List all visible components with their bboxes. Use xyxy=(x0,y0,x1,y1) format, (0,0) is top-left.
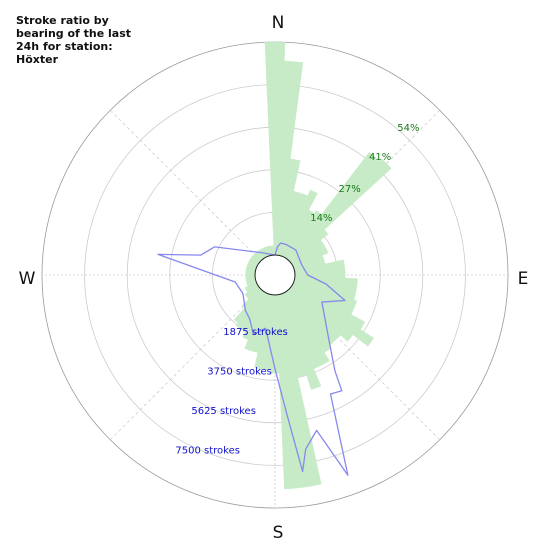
stroke-count-polyline xyxy=(157,242,349,476)
compass-label-south: S xyxy=(273,523,284,543)
chart-title: Stroke ratio by bearing of the last 24h … xyxy=(16,14,132,66)
count-tick-label: 5625 strokes xyxy=(191,406,256,417)
compass-label-north: N xyxy=(272,13,285,33)
count-tick-label: 3750 strokes xyxy=(207,367,272,378)
stroke-count-line xyxy=(157,242,349,476)
grid-spoke xyxy=(109,109,262,262)
center-hole xyxy=(254,254,296,296)
ratio-tick-label: 27% xyxy=(339,184,361,195)
axis-labels: 14% 27% 41% 54% 1875 strokes 3750 strokes 5625… xyxy=(175,123,419,457)
ratio-bars xyxy=(233,41,392,490)
ratio-tick-label: 14% xyxy=(310,213,332,224)
ratio-tick-label: 41% xyxy=(369,152,391,163)
count-tick-label: 1875 strokes xyxy=(223,327,288,338)
count-tick-label: 7500 strokes xyxy=(175,446,240,457)
grid-spoke xyxy=(109,288,262,441)
compass-label-west: W xyxy=(19,269,36,289)
ratio-tick-label: 54% xyxy=(397,123,419,134)
compass-label-east: E xyxy=(518,269,529,289)
